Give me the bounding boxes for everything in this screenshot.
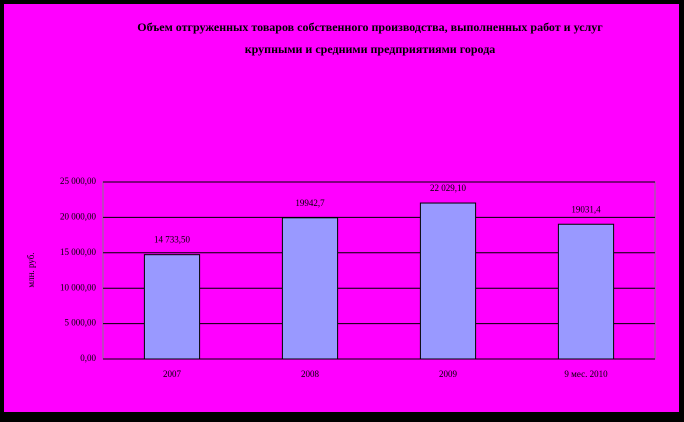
bar bbox=[419, 202, 477, 360]
y-tick-label: 5 000,00 bbox=[65, 318, 97, 328]
x-tick-label: 2008 bbox=[301, 369, 320, 379]
y-tick-label: 15 000,00 bbox=[60, 247, 97, 257]
bar bbox=[143, 254, 201, 360]
data-label: 19031,4 bbox=[571, 204, 601, 214]
bar bbox=[557, 223, 615, 360]
data-label: 22 029,10 bbox=[430, 183, 467, 193]
chart-title: Объем отгруженных товаров собственного п… bbox=[137, 20, 603, 34]
y-axis-label: млн. руб. bbox=[26, 252, 36, 287]
data-label: 19942,7 bbox=[295, 198, 325, 208]
y-tick-label: 0,00 bbox=[80, 353, 96, 363]
y-tick-label: 10 000,00 bbox=[60, 282, 97, 292]
y-tick-label: 20 000,00 bbox=[60, 211, 97, 221]
x-tick-label: 2007 bbox=[163, 369, 182, 379]
chart-title: крупными и средними предприятиями города bbox=[245, 42, 496, 56]
x-tick-label: 9 мес. 2010 bbox=[564, 369, 608, 379]
bar bbox=[281, 217, 339, 360]
x-tick-label: 2009 bbox=[439, 369, 458, 379]
data-label: 14 733,50 bbox=[154, 235, 191, 245]
y-tick-label: 25 000,00 bbox=[60, 176, 97, 186]
